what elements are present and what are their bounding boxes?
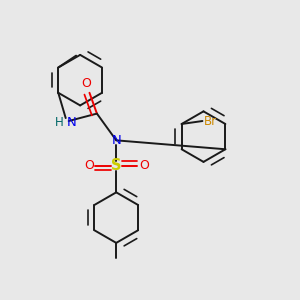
Text: Br: Br xyxy=(204,115,217,128)
Text: N: N xyxy=(111,134,121,147)
Text: O: O xyxy=(139,159,149,172)
Text: O: O xyxy=(84,159,94,172)
Text: S: S xyxy=(111,158,122,173)
Text: H: H xyxy=(55,116,63,129)
Text: N: N xyxy=(67,116,77,129)
Text: O: O xyxy=(81,77,91,90)
